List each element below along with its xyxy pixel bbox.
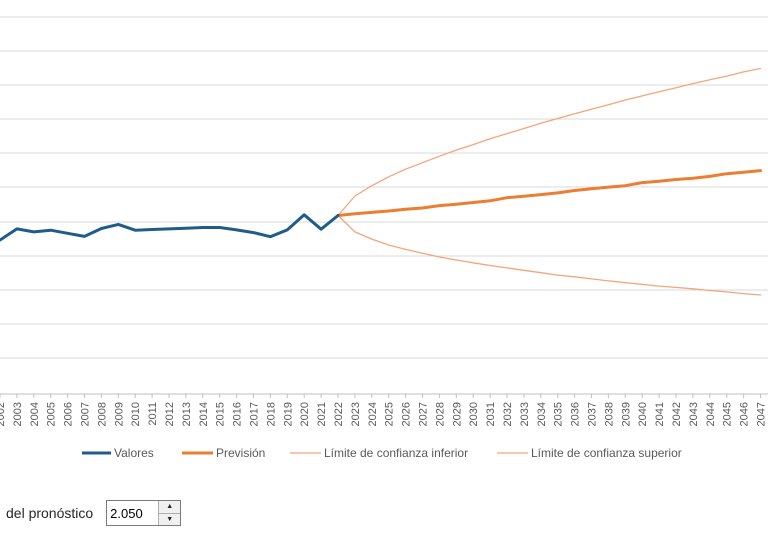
x-tick-label: 2021	[316, 402, 328, 426]
series-prevision-line	[336, 169, 762, 217]
x-tick-label: 2039	[620, 402, 632, 426]
x-tick-label: 2014	[198, 402, 210, 426]
x-tick-label: 2030	[468, 402, 480, 426]
legend-label-superior: Límite de confianza superior	[531, 446, 682, 460]
x-tick-label: 2009	[113, 402, 125, 426]
series-valores-line	[0, 213, 340, 242]
x-tick-label: 2041	[654, 402, 666, 426]
x-tick-label: 2013	[181, 402, 193, 426]
forecast-end-label: del pronóstico	[6, 505, 94, 521]
chart-gridlines	[0, 16, 768, 395]
legend-label-inferior: Límite de confianza inferior	[324, 446, 468, 460]
x-tick-label: 2028	[434, 402, 446, 426]
x-tick-label: 2019	[282, 402, 294, 426]
x-tick-label: 2043	[688, 402, 700, 426]
x-tick-label: 2022	[333, 402, 345, 426]
x-tick-label: 2024	[367, 402, 379, 426]
x-tick-label: 2012	[164, 402, 176, 426]
x-tick-label: 2018	[265, 402, 277, 426]
x-tick-label: 2008	[96, 402, 108, 426]
triangle-down-icon: ▼	[166, 515, 174, 523]
x-tick-label: 2027	[418, 402, 430, 426]
x-tick-label: 2025	[384, 402, 396, 426]
forecast-end-control: del pronóstico ▲ ▼	[6, 499, 182, 527]
x-tick-label: 2047	[756, 402, 768, 426]
x-tick-label: 2010	[130, 402, 142, 426]
x-tick-label: 2044	[705, 402, 717, 426]
x-tick-label: 2029	[451, 402, 463, 426]
x-tick-label: 2040	[637, 402, 649, 426]
chart-x-axis: 2002 2003 2004 2005 2006 2007 2008 2009 2010 2011…	[0, 394, 768, 426]
triangle-up-icon: ▲	[166, 503, 174, 511]
x-tick-label: 2023	[350, 402, 362, 426]
x-tick-label: 2032	[502, 402, 514, 426]
x-tick-label: 2017	[249, 402, 261, 426]
legend-label-prevision: Previsión	[216, 446, 265, 460]
x-tick-label: 2034	[536, 402, 548, 426]
x-tick-label: 2005	[46, 402, 58, 426]
x-tick-label: 2007	[80, 402, 92, 426]
forecast-end-input[interactable]	[107, 501, 159, 525]
spinner-buttons: ▲ ▼	[158, 501, 181, 525]
x-tick-label: 2038	[603, 402, 615, 426]
series-inferior-line	[337, 214, 762, 296]
x-tick-label: 2033	[519, 402, 531, 426]
x-tick-label: 2045	[722, 402, 734, 426]
x-tick-label: 2035	[553, 402, 565, 426]
x-tick-label: 2011	[147, 402, 159, 426]
x-tick-label: 2037	[587, 402, 599, 426]
x-tick-label: 2002	[0, 402, 7, 426]
chart-legend: Valores Previsión Límite de confianza in…	[82, 446, 682, 460]
chart-series	[0, 67, 762, 296]
x-tick-label: 2042	[671, 402, 683, 426]
x-tick-label: 2031	[485, 402, 497, 426]
x-tick-label: 2015	[215, 402, 227, 426]
x-tick-label: 2016	[232, 402, 244, 426]
legend-label-valores: Valores	[114, 446, 154, 460]
forecast-end-spinner: ▲ ▼	[106, 500, 182, 526]
series-superior-line	[337, 67, 762, 217]
x-tick-label: 2020	[299, 402, 311, 426]
spin-down-button[interactable]: ▼	[159, 512, 181, 525]
x-tick-label: 2004	[29, 402, 41, 426]
x-tick-label: 2046	[739, 402, 751, 426]
x-tick-label: 2003	[12, 402, 24, 426]
spin-up-button[interactable]: ▲	[159, 501, 181, 513]
x-tick-label: 2006	[63, 402, 75, 426]
x-tick-label: 2026	[401, 402, 413, 426]
x-tick-label: 2036	[570, 402, 582, 426]
